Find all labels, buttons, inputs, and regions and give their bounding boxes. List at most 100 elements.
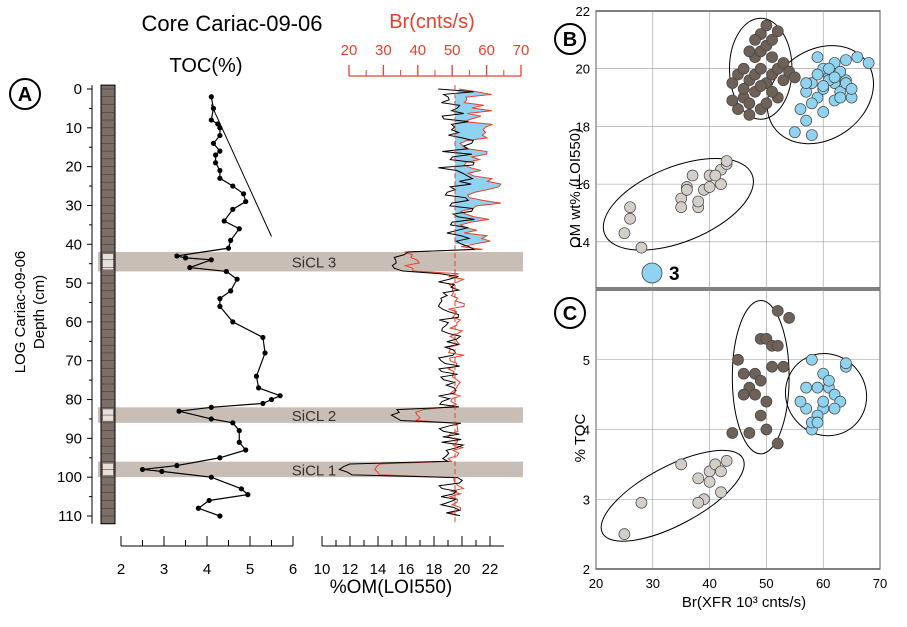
om-tick-label: 14 <box>370 561 387 578</box>
point-group-1 <box>720 155 733 167</box>
point-group-2 <box>771 437 784 450</box>
point-group-2 <box>732 353 744 366</box>
point-group-3 <box>817 106 830 118</box>
toc-point <box>174 462 180 469</box>
toc-tick-label: 2 <box>117 561 125 578</box>
y-tick-label: 22 <box>576 4 590 19</box>
point-group-2 <box>783 312 795 324</box>
x-tick-label: 50 <box>759 576 773 591</box>
depth-ylabel: LOG Cariac-09-06 Depth (cm) <box>12 251 48 374</box>
om-tick-label: 16 <box>398 561 415 578</box>
point-group-1 <box>624 212 636 225</box>
point-group-3 <box>817 80 830 92</box>
point-group-2 <box>777 360 790 373</box>
point-group-2 <box>754 374 767 387</box>
om-line <box>338 88 476 517</box>
toc-point <box>243 447 249 453</box>
om-tick-label: 20 <box>454 561 471 578</box>
panel-label-b: B <box>554 23 586 55</box>
point-group-3 <box>823 62 835 75</box>
panel-label-c: C <box>554 297 586 329</box>
toc-point <box>217 455 223 461</box>
toc-tick-label: 6 <box>289 561 297 578</box>
depth-ylabel-line2: Depth (cm) <box>31 275 48 349</box>
point-group-2 <box>760 423 773 436</box>
y-tick-label: 14 <box>576 235 590 250</box>
core-title: Core Cariac-09-06 <box>142 11 323 36</box>
point-group-2 <box>726 77 739 89</box>
point-group-1 <box>715 465 727 478</box>
point-group-2 <box>766 34 778 46</box>
toc-point <box>217 303 223 309</box>
svg-text:C: C <box>563 303 577 325</box>
point-group-2 <box>737 388 750 401</box>
depth-ylabel-line1: LOG Cariac-09-06 <box>12 251 29 374</box>
legend-marker-3 <box>641 262 663 284</box>
point-group-3 <box>817 395 830 408</box>
x-tick-label: 30 <box>646 576 660 591</box>
panel-b: 1416182022321 <box>576 4 881 345</box>
point-group-2 <box>743 109 756 121</box>
point-group-2 <box>777 74 790 87</box>
depth-tick-label: 90 <box>65 430 82 447</box>
toc-point <box>208 474 214 480</box>
om-xlabel: %OM(LOI550) <box>330 577 452 598</box>
toc-title: TOC(%) <box>170 55 243 77</box>
depth-tick-label: 50 <box>65 275 82 292</box>
point-group-2 <box>737 83 750 95</box>
point-group-1 <box>624 201 636 214</box>
toc-point <box>206 497 212 504</box>
toc-point <box>230 420 236 426</box>
point-group-3 <box>840 54 852 66</box>
point-group-2 <box>760 19 773 32</box>
toc-point <box>217 296 223 302</box>
br-tick-label: 20 <box>341 42 358 59</box>
y-tick-label: 20 <box>576 62 590 77</box>
band-label-3: SiCL 1 <box>292 462 336 479</box>
x-tick-label: 70 <box>873 576 887 591</box>
point-group-3 <box>800 77 813 89</box>
x-tick-label: 40 <box>702 576 716 591</box>
br-tick-label: 30 <box>375 42 392 59</box>
toc-point <box>230 319 236 325</box>
toc-point <box>213 152 219 158</box>
toc-point <box>234 276 240 282</box>
om-tick-label: 10 <box>314 561 331 578</box>
point-group-2 <box>737 62 750 75</box>
svg-text:A: A <box>18 84 32 106</box>
toc-point <box>243 198 249 205</box>
cluster-ellipse-2 <box>731 299 790 455</box>
toc-point <box>210 140 217 146</box>
point-group-2 <box>754 80 767 92</box>
point-group-2 <box>788 71 801 84</box>
toc-point <box>262 350 268 356</box>
toc-point <box>208 117 214 123</box>
point-group-3 <box>800 114 813 127</box>
band-2 <box>98 407 523 423</box>
toc-point <box>139 466 146 473</box>
toc-trend-line <box>210 104 272 237</box>
point-group-3 <box>800 381 813 394</box>
toc-point <box>176 408 182 414</box>
point-group-2 <box>726 427 739 439</box>
point-group-3 <box>811 68 824 81</box>
toc-point <box>236 428 242 434</box>
br-line <box>374 88 502 517</box>
band-3 <box>98 461 523 478</box>
toc-point <box>217 148 223 154</box>
point-group-2 <box>771 339 784 352</box>
point-group-2 <box>743 427 756 439</box>
point-group-1 <box>635 496 648 509</box>
point-group-2 <box>754 409 767 422</box>
point-group-1 <box>635 241 648 254</box>
toc-point <box>195 505 201 511</box>
toc-point <box>223 268 229 275</box>
point-group-2 <box>766 85 778 98</box>
point-group-2 <box>777 57 790 69</box>
toc-point <box>213 160 219 166</box>
toc-point <box>208 94 214 100</box>
point-group-3 <box>828 71 841 84</box>
point-group-3 <box>834 91 847 104</box>
point-group-1 <box>703 475 716 488</box>
depth-tick-label: 110 <box>58 508 82 525</box>
